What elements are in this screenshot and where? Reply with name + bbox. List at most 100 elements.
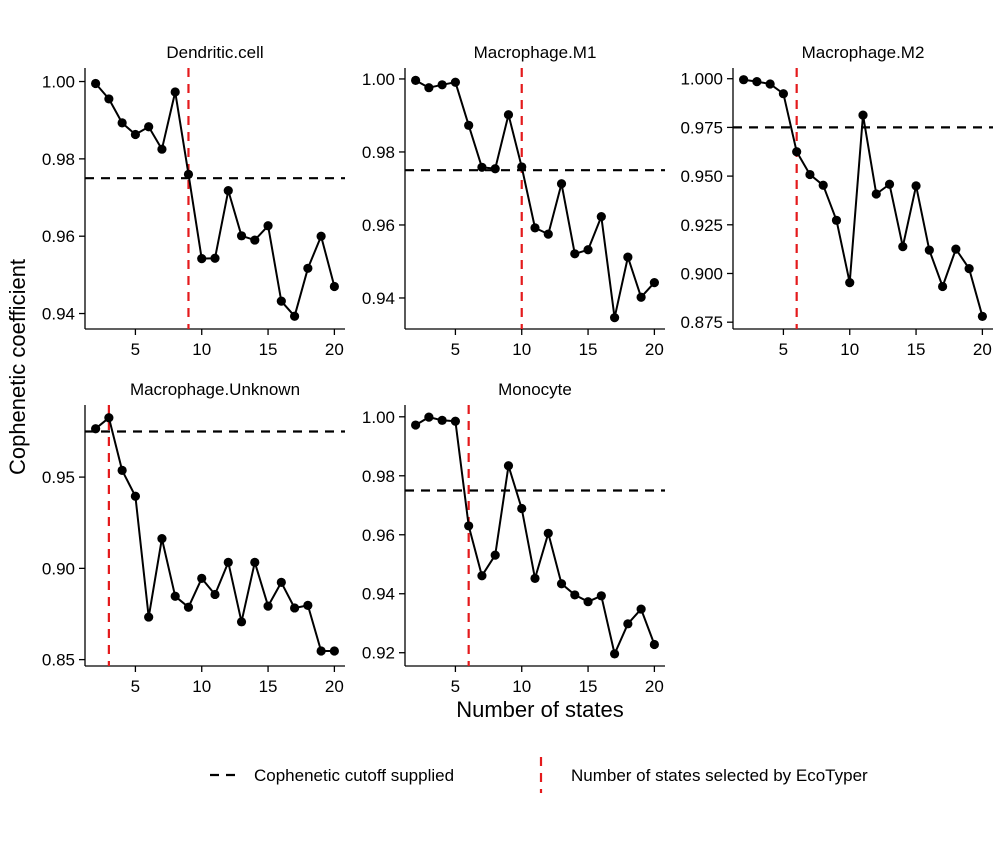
data-point <box>157 144 167 154</box>
data-point <box>977 311 987 321</box>
data-point <box>778 89 789 99</box>
data-point <box>91 424 101 434</box>
series-line <box>415 416 656 655</box>
data-point <box>450 416 461 426</box>
data-point <box>316 646 326 656</box>
data-point <box>805 169 815 180</box>
data-point <box>845 278 855 288</box>
data-point <box>130 491 141 501</box>
data-point <box>490 550 500 560</box>
y-tick-label: 1.000 <box>680 70 723 89</box>
panel-1: Macrophage.M1 5 10 15 20 0.94 0.96 0.98 1.00 <box>362 43 665 359</box>
x-tick-label: 20 <box>325 677 344 696</box>
data-point <box>450 77 461 87</box>
data-point <box>831 215 842 225</box>
data-point <box>303 263 313 273</box>
x-tick-label: 15 <box>579 340 598 359</box>
series-line <box>415 79 656 319</box>
data-point <box>197 573 207 583</box>
data-point <box>477 162 487 172</box>
data-point <box>858 110 868 120</box>
data-point <box>210 253 220 263</box>
data-point <box>236 617 247 627</box>
data-point <box>104 94 114 104</box>
y-tick-label: 0.94 <box>362 585 395 604</box>
data-point <box>636 604 646 614</box>
data-point <box>517 162 527 172</box>
x-tick-label: 5 <box>451 340 460 359</box>
data-point <box>623 619 633 629</box>
data-point <box>263 601 273 611</box>
y-tick-label: 0.98 <box>42 150 75 169</box>
data-point <box>911 181 921 191</box>
x-tick-label: 5 <box>779 340 788 359</box>
data-point <box>556 579 567 589</box>
panel-title: Macrophage.M1 <box>474 43 597 62</box>
data-point <box>503 110 514 120</box>
data-point <box>183 169 194 179</box>
data-point <box>543 528 553 538</box>
y-tick-label: 0.925 <box>680 216 723 235</box>
panel-4: Monocyte 5 10 15 20 0.92 0.94 0.96 0.98 1.00 <box>362 380 665 696</box>
panel-title: Macrophage.Unknown <box>130 380 300 399</box>
data-point <box>250 557 260 567</box>
data-point <box>411 75 421 86</box>
legend-selected-label: Number of states selected by EcoTyper <box>571 766 868 785</box>
data-point <box>197 254 207 264</box>
y-tick-label: 0.98 <box>362 143 395 162</box>
y-tick-label: 1.00 <box>362 408 395 427</box>
data-point <box>329 646 339 656</box>
x-axis-title: Number of states <box>456 697 624 722</box>
x-tick-label: 15 <box>259 340 278 359</box>
data-point <box>104 413 114 423</box>
data-point <box>91 78 101 89</box>
data-point <box>964 264 974 274</box>
panel-3: Macrophage.Unknown 5 10 15 20 0.85 0.90 0.95 <box>42 380 345 696</box>
data-point <box>583 597 593 607</box>
data-point <box>596 211 606 222</box>
x-tick-label: 10 <box>512 677 531 696</box>
legend: Cophenetic cutoff supplied Number of sta… <box>210 757 868 793</box>
data-point <box>144 612 154 622</box>
data-point <box>424 83 434 93</box>
x-tick-label: 15 <box>259 677 278 696</box>
data-point <box>464 521 474 531</box>
y-tick-label: 0.96 <box>42 227 75 246</box>
data-point <box>924 245 934 255</box>
y-tick-label: 0.85 <box>42 651 75 670</box>
x-tick-label: 10 <box>192 340 211 359</box>
x-tick-label: 15 <box>907 340 926 359</box>
data-point <box>276 577 286 588</box>
y-tick-label: 0.94 <box>42 305 75 324</box>
data-point <box>570 249 580 259</box>
x-tick-label: 20 <box>645 677 664 696</box>
data-point <box>884 179 895 189</box>
y-tick-label: 1.00 <box>42 73 75 92</box>
y-tick-label: 0.98 <box>362 467 395 486</box>
data-point <box>157 534 167 544</box>
data-point <box>289 603 300 613</box>
y-tick-label: 0.90 <box>42 559 75 578</box>
data-point <box>898 242 908 252</box>
y-tick-label: 0.96 <box>362 216 395 235</box>
data-point <box>636 292 646 302</box>
data-point <box>183 602 194 612</box>
data-point <box>437 415 447 425</box>
y-tick-label: 0.94 <box>362 289 395 308</box>
data-point <box>556 179 567 189</box>
x-tick-label: 15 <box>579 677 598 696</box>
data-point <box>818 180 828 190</box>
data-point <box>424 412 434 422</box>
data-point <box>411 420 421 430</box>
x-tick-label: 10 <box>512 340 531 359</box>
data-point <box>609 649 620 659</box>
data-point <box>609 313 620 323</box>
x-tick-label: 10 <box>840 340 859 359</box>
x-tick-label: 5 <box>451 677 460 696</box>
data-point <box>503 461 514 471</box>
y-tick-label: 0.950 <box>680 167 723 186</box>
data-point <box>210 589 220 600</box>
data-point <box>250 235 260 245</box>
data-point <box>144 122 154 132</box>
data-point <box>765 79 775 89</box>
